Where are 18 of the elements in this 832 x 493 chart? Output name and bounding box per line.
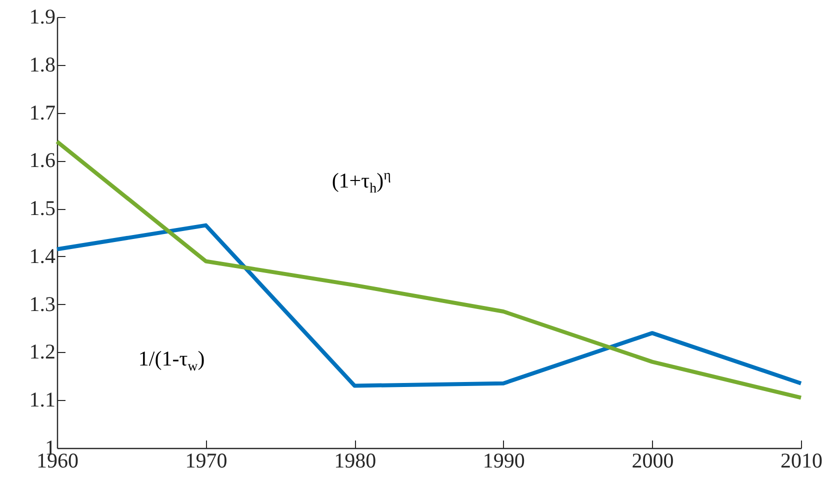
x-tick-label: 1970 xyxy=(185,448,228,472)
line-series xyxy=(55,140,803,400)
y-tick-label: 1.7 xyxy=(29,100,56,124)
y-tick-label: 1.2 xyxy=(29,340,56,364)
x-tick-label: 1990 xyxy=(482,448,525,472)
y-tick-label: 1.1 xyxy=(29,388,56,412)
y-tick-label: 1.5 xyxy=(29,196,56,220)
y-tick-label: 1.4 xyxy=(29,244,56,268)
x-tick-label: 2000 xyxy=(632,448,674,472)
annotation: (1+τ$_{h}$)$^{η}$ xyxy=(332,168,391,198)
x-tick-label: 1980 xyxy=(334,448,376,472)
y-tick-label: 1.6 xyxy=(29,148,56,172)
y-tick-label: 1.8 xyxy=(29,52,56,76)
y-tick-label: 1.9 xyxy=(29,4,56,28)
annotation: 1/(1-τ$_{w}$) xyxy=(138,346,205,376)
y-tick-label: 1.3 xyxy=(29,292,56,316)
line-series xyxy=(55,223,803,388)
x-tick-label: 2010 xyxy=(780,448,822,472)
